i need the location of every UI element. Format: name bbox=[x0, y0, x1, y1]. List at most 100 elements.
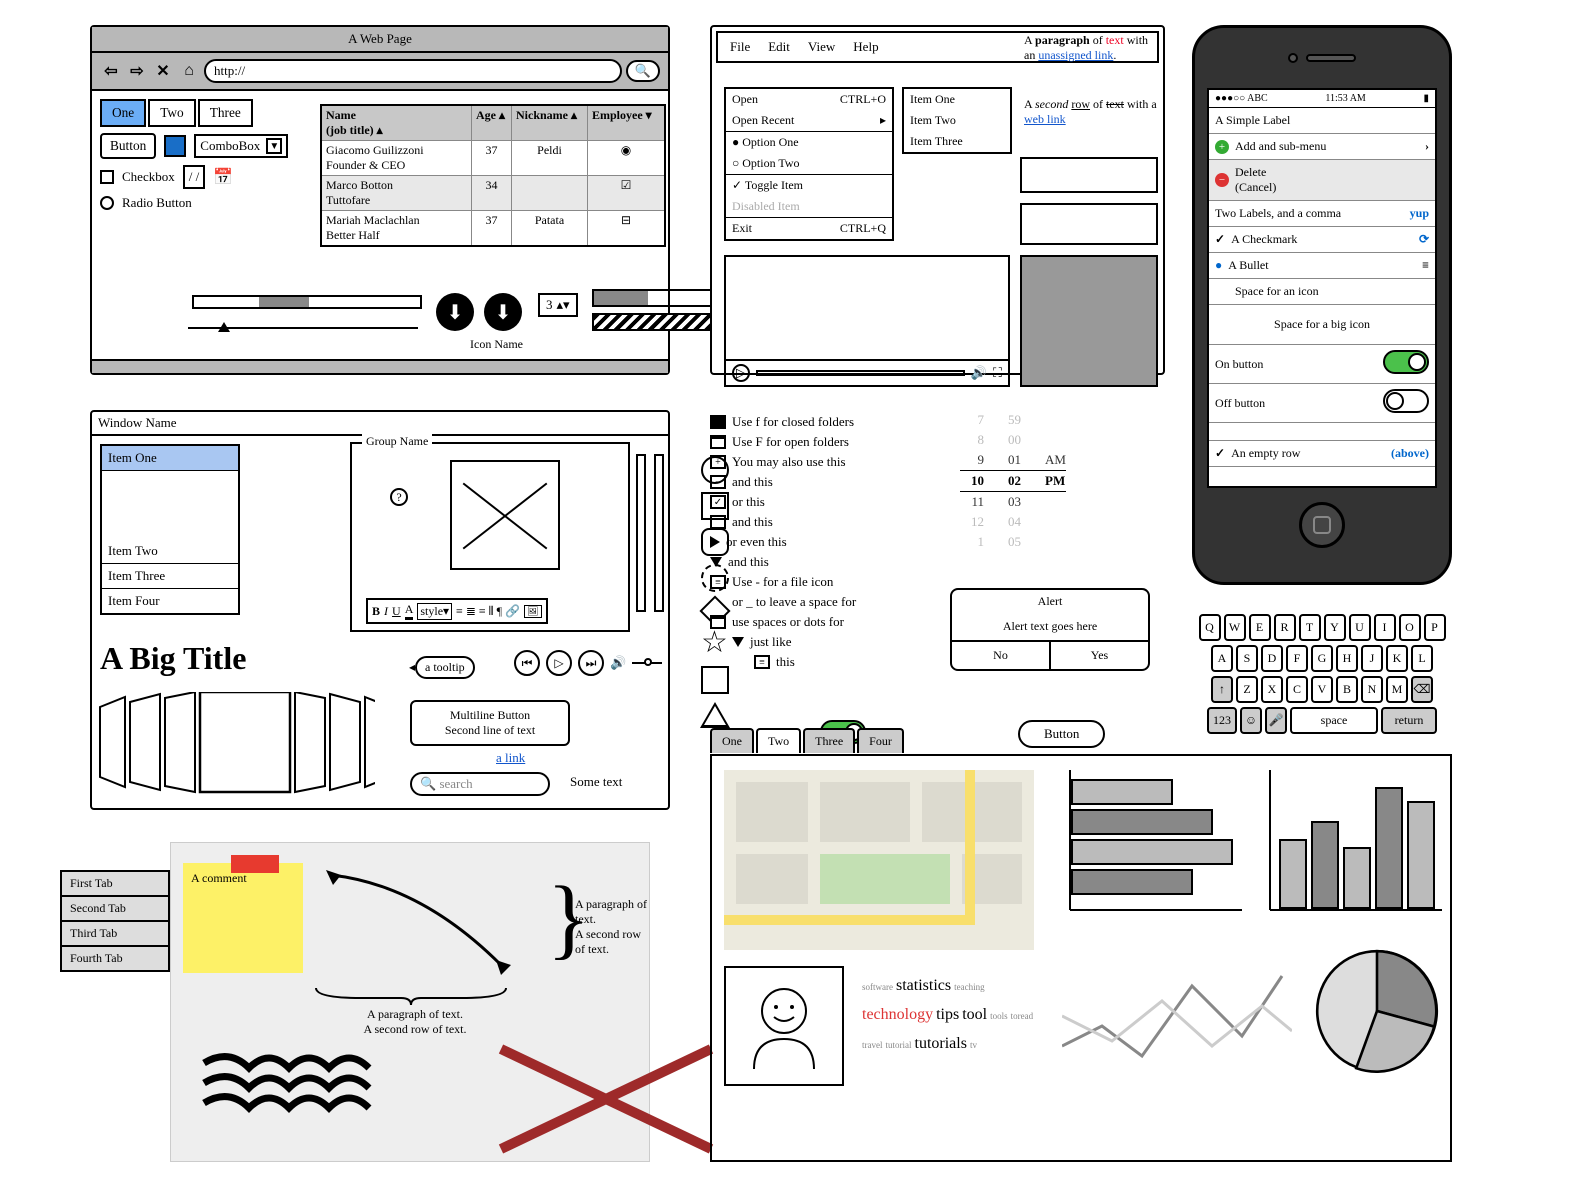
play-icon[interactable]: ▷ bbox=[732, 364, 750, 382]
item-list[interactable]: Item OneItem TwoItem Three bbox=[902, 87, 1012, 154]
checkbox-label: Checkbox bbox=[122, 169, 175, 185]
alert-no-button[interactable]: No bbox=[952, 642, 1051, 669]
tree-view[interactable]: Use f for closed foldersUse F for open f… bbox=[710, 412, 930, 672]
search-button[interactable]: 🔍 bbox=[626, 60, 660, 82]
paragraph-2: A second row of text with a web link bbox=[1024, 97, 1160, 127]
alert-title: Alert bbox=[952, 590, 1148, 613]
group-label: Group Name bbox=[362, 434, 432, 449]
text-box[interactable] bbox=[1020, 157, 1158, 193]
prev-icon[interactable]: ⏮ bbox=[514, 650, 540, 676]
list-item[interactable]: Item Four bbox=[102, 589, 238, 613]
vtab-first[interactable]: First Tab bbox=[60, 870, 170, 897]
listbox[interactable]: Item One Item Two Item Three Item Four bbox=[100, 444, 240, 615]
alert-yes-button[interactable]: Yes bbox=[1051, 642, 1148, 669]
vtab-third[interactable]: Third Tab bbox=[60, 920, 170, 947]
color-swatch[interactable] bbox=[164, 135, 186, 157]
page-title: A Web Page bbox=[92, 27, 668, 53]
forward-icon[interactable]: ⇨ bbox=[126, 61, 148, 81]
vtab-second[interactable]: Second Tab bbox=[60, 895, 170, 922]
help-icon[interactable]: ? bbox=[390, 488, 408, 506]
home-icon[interactable]: ⌂ bbox=[178, 61, 200, 81]
keyboard[interactable]: QWERTYUIOPASDFGHJKL↑ZXCVBNM⌫123☺🎤spacere… bbox=[1192, 614, 1452, 738]
video-player[interactable]: ▷ 🔊 ⛶ bbox=[724, 255, 1010, 387]
fullscreen-icon[interactable]: ⛶ bbox=[993, 365, 1002, 381]
v-scrollbar[interactable] bbox=[636, 454, 646, 612]
h-scrollbar[interactable] bbox=[192, 295, 422, 309]
app-window: File Edit View Help OpenCTRL+OOpen Recen… bbox=[710, 25, 1165, 375]
some-text: Some text bbox=[570, 774, 622, 790]
coverflow[interactable] bbox=[95, 692, 375, 798]
download-icon-2[interactable]: ⬇ bbox=[484, 293, 522, 331]
sketch-canvas: A comment } A paragraph of text.A second… bbox=[170, 842, 650, 1162]
tab-three[interactable]: Three bbox=[198, 99, 253, 127]
v-slider[interactable] bbox=[654, 454, 664, 612]
vertical-tabs: First Tab Second Tab Third Tab Fourth Ta… bbox=[60, 870, 170, 970]
panel-placeholder bbox=[1020, 255, 1158, 387]
tab-two[interactable]: Two bbox=[148, 99, 196, 127]
button[interactable]: Button bbox=[100, 133, 156, 159]
tab-three[interactable]: Three bbox=[803, 728, 855, 753]
date-input[interactable]: / / bbox=[183, 165, 205, 189]
alert-message: Alert text goes here bbox=[952, 613, 1148, 640]
tape-icon bbox=[231, 855, 279, 873]
menu-edit[interactable]: Edit bbox=[768, 39, 790, 55]
chart-tabs: One Two Three Four bbox=[710, 728, 904, 753]
tooltip: ◂a tooltip bbox=[415, 656, 475, 679]
search-input[interactable]: 🔍 search bbox=[410, 772, 550, 796]
home-button[interactable] bbox=[1299, 502, 1345, 548]
list-item[interactable]: Item Three bbox=[102, 564, 238, 589]
x-mark-icon bbox=[491, 1039, 721, 1159]
data-table: Name (job title) ▴Age ▴Nickname ▴Employe… bbox=[320, 104, 666, 247]
tab-one[interactable]: One bbox=[710, 728, 754, 753]
stop-icon[interactable]: ✕ bbox=[152, 61, 174, 81]
phone-mockup: ●●●○○ ABC 11:53 AM ▮ A Simple Label+Add … bbox=[1192, 25, 1452, 585]
avatar-placeholder bbox=[724, 966, 844, 1086]
list-item[interactable]: Item One bbox=[102, 446, 238, 471]
scribble-icon bbox=[199, 1043, 379, 1133]
menu-view[interactable]: View bbox=[808, 39, 835, 55]
map-widget[interactable] bbox=[724, 770, 1034, 950]
volume-icon[interactable]: 🔊 bbox=[971, 365, 987, 381]
stepper[interactable]: 3▴▾ bbox=[538, 293, 578, 317]
checkbox[interactable] bbox=[100, 170, 114, 184]
tag-cloud[interactable]: software statistics teaching technology … bbox=[862, 972, 1052, 1058]
chart-panel: software statistics teaching technology … bbox=[710, 754, 1452, 1162]
menu-file[interactable]: File bbox=[730, 39, 750, 55]
tab-one[interactable]: One bbox=[100, 99, 146, 127]
download-icon[interactable]: ⬇ bbox=[436, 293, 474, 331]
next-icon[interactable]: ⏭ bbox=[578, 650, 604, 676]
a-link[interactable]: a link bbox=[496, 750, 525, 766]
icon-name-label: Icon Name bbox=[470, 337, 523, 352]
pill-button[interactable]: Button bbox=[1018, 720, 1105, 748]
menu-dropdown: OpenCTRL+OOpen Recent▸● Option One○ Opti… bbox=[724, 87, 894, 241]
alert-dialog: Alert Alert text goes here No Yes bbox=[950, 588, 1150, 671]
line-chart bbox=[1062, 946, 1292, 1096]
combobox[interactable]: ComboBox▼ bbox=[194, 134, 288, 158]
radio-label: Radio Button bbox=[122, 195, 192, 211]
multiline-button[interactable]: Multiline ButtonSecond line of text bbox=[410, 700, 570, 746]
play-icon[interactable]: ▷ bbox=[546, 650, 572, 676]
volume-icon[interactable]: 🔊 bbox=[610, 655, 626, 671]
vbar-chart bbox=[1262, 770, 1442, 920]
hbar-chart bbox=[1062, 770, 1242, 920]
paragraph-a: A paragraph of text.A second row of text… bbox=[575, 897, 649, 957]
pie-chart bbox=[1312, 946, 1442, 1076]
text-toolbar[interactable]: B I U A style▾ ≡ ≣ ≡ ⫴ ¶ 🔗 🖼 bbox=[366, 598, 548, 624]
back-icon[interactable]: ⇦ bbox=[100, 61, 122, 81]
tab-two[interactable]: Two bbox=[756, 728, 801, 753]
window-title: Window Name bbox=[92, 412, 668, 436]
image-placeholder bbox=[450, 460, 560, 570]
list-item[interactable]: Item Two bbox=[102, 539, 238, 564]
calendar-icon[interactable]: 📅 bbox=[213, 167, 233, 187]
vtab-fourth[interactable]: Fourth Tab bbox=[60, 945, 170, 972]
text-area[interactable] bbox=[1020, 203, 1158, 245]
menu-help[interactable]: Help bbox=[853, 39, 878, 55]
battery-icon: ▮ bbox=[1423, 93, 1429, 104]
radio-button[interactable] bbox=[100, 196, 114, 210]
status-bar: ●●●○○ ABC 11:53 AM ▮ bbox=[1209, 90, 1435, 108]
triangle-shape bbox=[700, 702, 730, 728]
time-picker[interactable]: 759800901AM1002PM11031204105 bbox=[960, 410, 1066, 552]
tab-four[interactable]: Four bbox=[857, 728, 904, 753]
sticky-note[interactable]: A comment bbox=[183, 863, 303, 973]
address-bar[interactable]: http:// bbox=[204, 59, 622, 83]
